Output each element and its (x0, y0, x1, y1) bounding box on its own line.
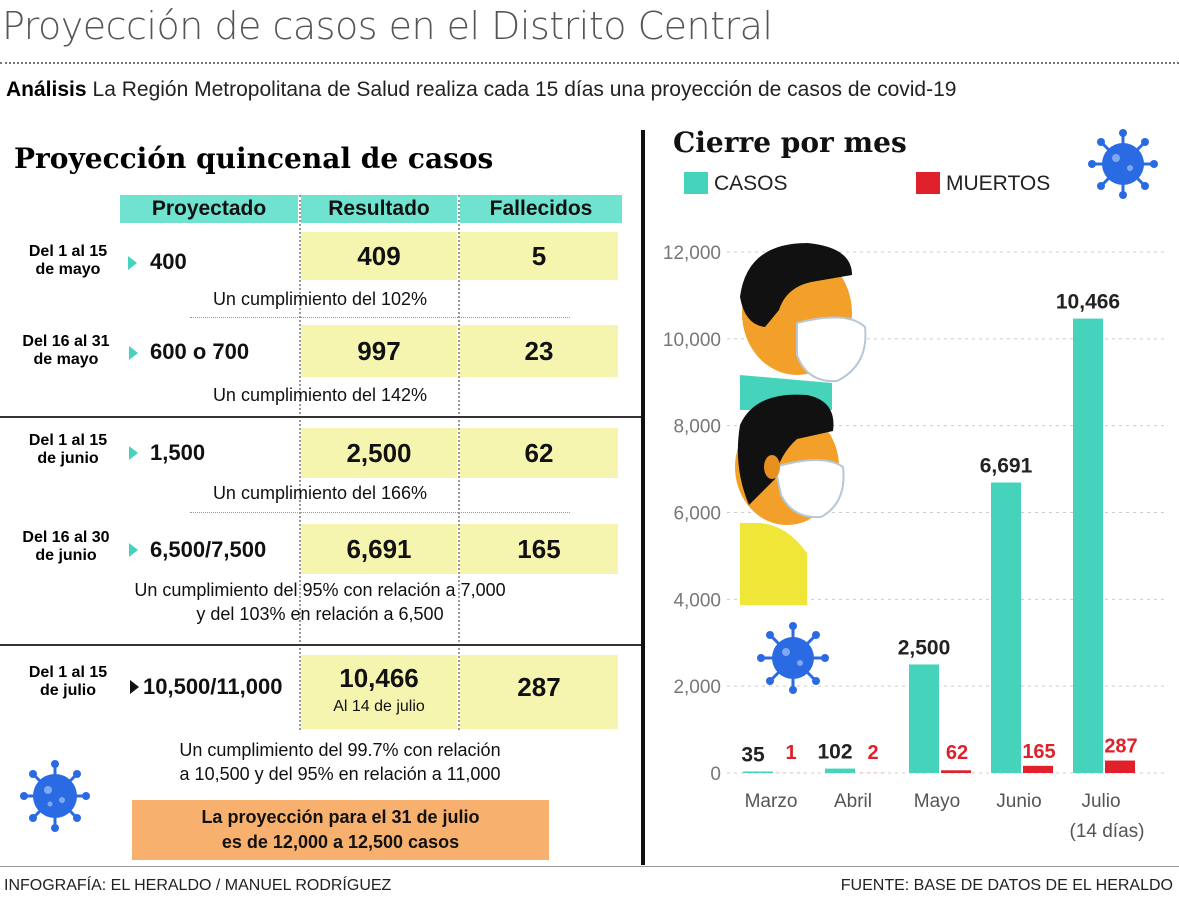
period-label: Del 16 al 31 de mayo (22, 333, 110, 368)
x-tick-label: Abril (834, 791, 872, 812)
bar-casos (991, 482, 1021, 773)
deaths-value: 23 (460, 325, 618, 377)
result-value: 997 (301, 325, 457, 377)
header-deaths: Fallecidos (460, 195, 622, 223)
panel-divider (641, 130, 645, 865)
row-separator (190, 317, 570, 318)
x-tick-label: Mayo (914, 791, 960, 812)
bar-casos (909, 664, 939, 773)
bar-muertos (1105, 760, 1135, 773)
result-value: 6,691 (301, 524, 457, 574)
compliance-note: Un cumplimiento del 99.7% con relación a … (179, 740, 501, 784)
y-tick-label: 10,000 (663, 330, 721, 351)
legend-swatch-casos (684, 172, 708, 194)
column-divider (299, 195, 301, 730)
legend-label-casos: CASOS (714, 172, 788, 195)
column-divider (458, 195, 460, 730)
footer-credit: INFOGRAFÍA: EL HERALDO / MANUEL RODRÍGUE… (4, 877, 392, 894)
compliance-note: Un cumplimiento del 102% (212, 289, 428, 309)
deaths-value: 287 (460, 655, 618, 729)
period-label: Del 1 al 15 de mayo (28, 243, 108, 278)
projected-value: 600 o 700 (150, 339, 250, 364)
legend-label-muertos: MUERTOS (946, 172, 1051, 195)
bar-casos (825, 768, 855, 773)
virus-icon (20, 760, 90, 832)
footer-source: FUENTE: BASE DE DATOS DE EL HERALDO (840, 877, 1173, 894)
data-label-muertos: 165 (1022, 741, 1055, 763)
virus-icon (757, 622, 829, 694)
header-projected: Proyectado (120, 195, 298, 223)
y-tick-label: 8,000 (673, 417, 721, 438)
section-divider (0, 416, 641, 418)
data-label-casos: 35 (741, 743, 765, 766)
data-label-casos: 2,500 (898, 636, 951, 659)
arrow-icon (129, 543, 138, 557)
projected-value: 400 (150, 249, 187, 274)
projection-callout: La proyección para el 31 de julio es de 1… (132, 800, 549, 860)
data-label-muertos: 62 (946, 742, 968, 764)
y-tick-label: 2,000 (673, 677, 721, 698)
compliance-note: Un cumplimiento del 95% con relación a 7… (134, 580, 506, 624)
header-result: Resultado (301, 195, 457, 223)
period-label: Del 16 al 30 de junio (22, 529, 110, 564)
legend-swatch-muertos (916, 172, 940, 194)
x-tick-note: (14 días) (1070, 821, 1145, 842)
result-value: 10,466 Al 14 de julio (301, 655, 457, 729)
projected-value: 1,500 (150, 440, 206, 465)
projected-value: 6,500/7,500 (150, 537, 267, 562)
result-value: 2,500 (301, 428, 457, 478)
chart-title: Cierre por mes (673, 126, 907, 159)
period-label: Del 1 al 15 de julio (28, 664, 108, 699)
row-separator (190, 512, 570, 513)
subtitle: Análisis La Región Metropolitana de Salud… (6, 78, 956, 102)
bar-muertos (941, 770, 971, 773)
bar-chart: 0 2,000 4,000 6,000 8,000 10,000 12,000 35 1 Mar… (663, 243, 1167, 842)
arrow-icon (130, 680, 139, 694)
y-tick-label: 4,000 (673, 590, 721, 611)
deaths-value: 5 (460, 232, 618, 280)
x-tick-label: Marzo (745, 791, 798, 812)
masked-people-illustration (735, 243, 867, 605)
period-label: Del 1 al 15 de junio (28, 432, 108, 467)
y-tick-label: 0 (710, 764, 721, 785)
x-tick-label: Junio (996, 791, 1041, 812)
x-tick-label: Julio (1081, 791, 1120, 812)
arrow-icon (129, 446, 138, 460)
section-divider (0, 644, 641, 646)
arrow-icon (129, 346, 138, 360)
footer-divider (0, 866, 1179, 867)
bar-casos (743, 771, 773, 773)
data-label-muertos: 2 (867, 742, 878, 764)
result-value: 409 (301, 232, 457, 280)
data-label-muertos: 1 (785, 742, 796, 764)
bar-muertos (1023, 765, 1053, 773)
projected-value: 10,500/11,000 (143, 674, 283, 699)
deaths-value: 165 (460, 524, 618, 574)
data-label-casos: 10,466 (1056, 291, 1120, 314)
y-tick-label: 6,000 (673, 504, 721, 525)
arrow-icon (128, 256, 137, 270)
data-label-casos: 6,691 (980, 454, 1033, 477)
compliance-note: Un cumplimiento del 142% (212, 385, 428, 405)
subtitle-text: La Región Metropolitana de Salud realiza… (92, 78, 957, 101)
compliance-note: Un cumplimiento del 166% (212, 483, 428, 503)
subtitle-lead: Análisis (6, 78, 87, 101)
page-title: Proyección de casos en el Distrito Centr… (2, 4, 773, 48)
virus-icon (1088, 129, 1158, 199)
bar-casos (1073, 318, 1103, 773)
title-divider (0, 62, 1179, 64)
data-label-muertos: 287 (1104, 736, 1137, 758)
data-label-casos: 102 (817, 741, 852, 764)
y-tick-label: 12,000 (663, 243, 721, 264)
deaths-value: 62 (460, 428, 618, 478)
left-panel-title: Proyección quincenal de casos (14, 142, 494, 175)
